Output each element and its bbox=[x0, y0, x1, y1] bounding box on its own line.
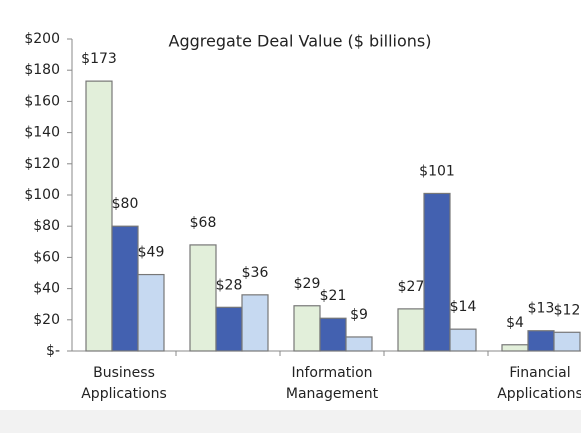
x-tick-label: Information Management bbox=[286, 365, 379, 402]
y-tick-label: $160 bbox=[24, 93, 60, 109]
data-label: $27 bbox=[398, 279, 425, 295]
x-tick-label-line: Applications bbox=[81, 386, 167, 402]
y-tick-label: $100 bbox=[24, 187, 60, 203]
bar bbox=[397, 308, 425, 352]
data-label: $14 bbox=[450, 299, 477, 315]
y-tick-label: $20 bbox=[33, 312, 60, 328]
y-tick-label: $40 bbox=[33, 281, 60, 297]
data-label: $28 bbox=[216, 277, 243, 293]
x-tick-label-line: Information bbox=[291, 365, 372, 381]
bar bbox=[137, 273, 165, 352]
data-label: $21 bbox=[320, 288, 347, 304]
x-tick-label-line: Financial bbox=[509, 365, 570, 381]
data-label: $49 bbox=[138, 245, 165, 261]
bar bbox=[111, 225, 139, 352]
bar bbox=[85, 80, 113, 352]
bar bbox=[319, 317, 347, 352]
x-tick-label-line: Applications bbox=[497, 386, 581, 402]
data-label: $9 bbox=[350, 307, 368, 323]
x-tick-label: Business Applications bbox=[81, 365, 167, 402]
bar bbox=[189, 244, 217, 352]
bar bbox=[449, 328, 477, 352]
data-label: $4 bbox=[506, 315, 524, 331]
y-tick-label: $180 bbox=[24, 62, 60, 78]
x-tick-label-line: Management bbox=[286, 386, 379, 402]
x-tick-label: Financial Applications bbox=[497, 365, 581, 402]
data-label: $80 bbox=[112, 196, 139, 212]
y-tick-label: $60 bbox=[33, 249, 60, 265]
y-tick-label: $120 bbox=[24, 156, 60, 172]
bar bbox=[553, 331, 581, 352]
bar bbox=[241, 294, 269, 352]
data-label: $173 bbox=[81, 51, 117, 67]
bar bbox=[215, 306, 243, 352]
y-tick-label: $200 bbox=[24, 31, 60, 47]
bar bbox=[345, 336, 373, 352]
data-label: $12 bbox=[554, 302, 581, 318]
data-label: $13 bbox=[528, 301, 555, 317]
y-tick-label: $80 bbox=[33, 218, 60, 234]
data-label: $68 bbox=[190, 215, 217, 231]
data-label: $29 bbox=[294, 276, 321, 292]
data-label: $36 bbox=[242, 265, 269, 281]
bar bbox=[501, 344, 529, 352]
bar bbox=[423, 192, 451, 352]
x-tick-label-line: Business bbox=[93, 365, 155, 381]
data-label: $101 bbox=[419, 163, 455, 179]
bar bbox=[527, 330, 555, 352]
y-tick-label: $140 bbox=[24, 125, 60, 141]
bar bbox=[293, 305, 321, 352]
y-tick-label: $- bbox=[46, 343, 60, 359]
chart-title: Aggregate Deal Value ($ billions) bbox=[169, 32, 432, 51]
